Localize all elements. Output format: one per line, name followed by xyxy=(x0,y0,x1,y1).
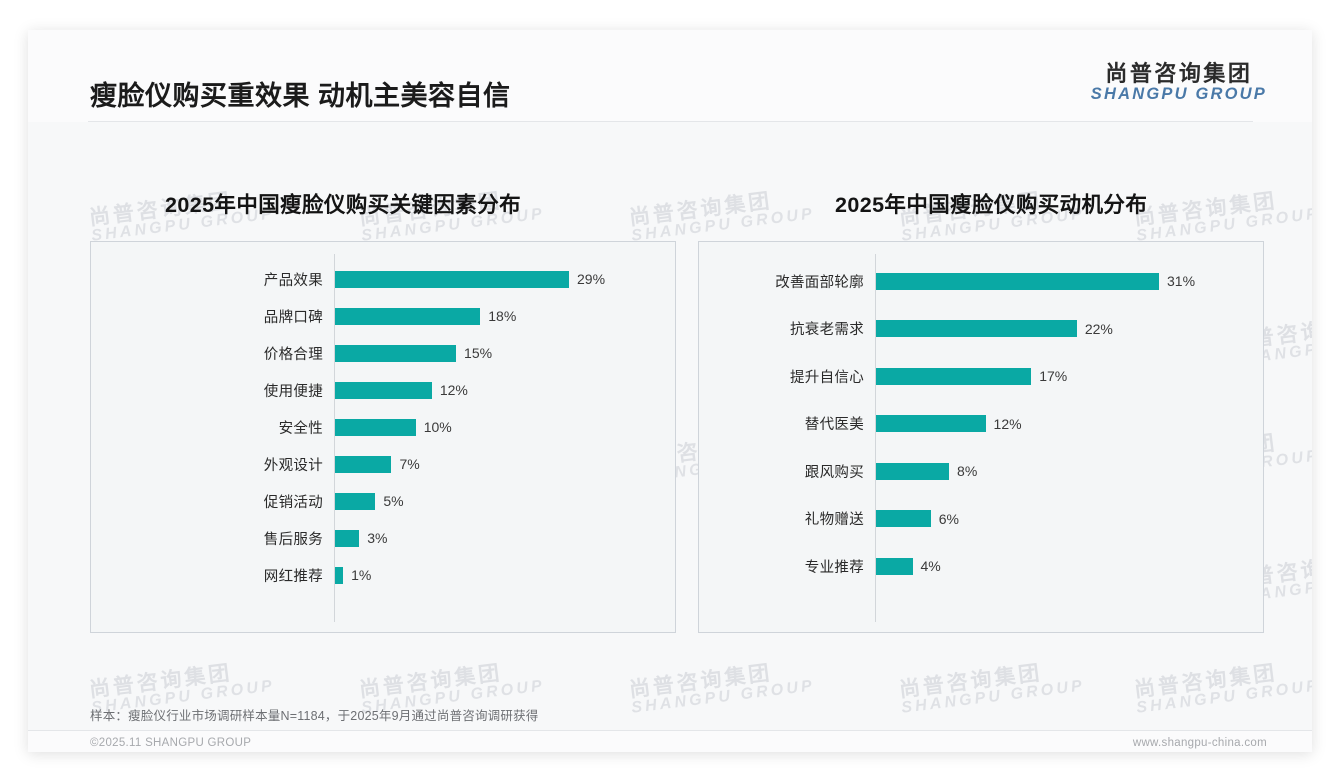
chart-title-left: 2025年中国瘦脸仪购买关键因素分布 xyxy=(165,193,522,217)
slide-body: 2025年中国瘦脸仪购买关键因素分布 产品效果 29% 品牌口碑 18% 价格合理 15%… xyxy=(28,30,1312,752)
bar-value-label: 29% xyxy=(577,271,606,287)
bar-value-label: 10% xyxy=(423,419,452,435)
bar xyxy=(335,270,570,288)
bar-category-label: 安全性 xyxy=(278,420,323,437)
slide-footer xyxy=(28,731,1312,752)
bar xyxy=(876,367,1032,385)
bar-row: 品牌口碑 18% xyxy=(91,299,675,333)
page-title: 瘦脸仪购买重效果 动机主美容自信 xyxy=(90,81,511,111)
bar-value-label: 31% xyxy=(1167,273,1196,289)
website-url: www.shangpu-china.com xyxy=(1132,737,1267,749)
y-axis-line-left xyxy=(334,254,335,622)
bar-category-label: 外观设计 xyxy=(263,457,323,474)
bar xyxy=(876,557,913,575)
chart-title-right: 2025年中国瘦脸仪购买动机分布 xyxy=(835,193,1148,217)
bar-row: 礼物赠送 6% xyxy=(699,502,1263,536)
bar xyxy=(335,529,360,547)
bar xyxy=(876,272,1160,290)
bar-category-label: 售后服务 xyxy=(263,531,323,548)
bar xyxy=(876,510,931,527)
bar-row: 使用便捷 12% xyxy=(91,373,675,407)
chart-card-left: 产品效果 29% 品牌口碑 18% 价格合理 15% 使用便捷 12% 安全性 10% 外观设计 7%… xyxy=(90,241,676,633)
bar-category-label: 跟风购买 xyxy=(804,464,864,481)
bar-row: 替代医美 12% xyxy=(699,407,1263,441)
bar xyxy=(335,418,416,436)
bar-value-label: 6% xyxy=(938,510,959,527)
bar-value-label: 5% xyxy=(383,493,404,509)
bar xyxy=(335,455,392,473)
bar-category-label: 专业推荐 xyxy=(804,559,864,576)
bar-category-label: 提升自信心 xyxy=(790,369,864,386)
bar-category-label: 产品效果 xyxy=(263,272,323,289)
bar xyxy=(335,381,432,399)
bar-row: 价格合理 15% xyxy=(91,336,675,370)
bar-row: 售后服务 3% xyxy=(91,521,675,555)
bar xyxy=(335,566,344,584)
brand-logo-en: SHANGPU GROUP xyxy=(1090,84,1267,103)
footer-divider xyxy=(28,730,1312,731)
bar-value-label: 8% xyxy=(957,463,978,479)
bar-value-label: 15% xyxy=(464,345,493,361)
bar-category-label: 替代医美 xyxy=(804,417,864,433)
header-divider xyxy=(88,121,1253,122)
y-axis-line-right xyxy=(875,254,876,622)
plot-area-right: 改善面部轮廓 31% 抗衰老需求 22% 提升自信心 17% 替代医美 12% 跟风购买 8% 礼物… xyxy=(699,242,1263,632)
bar-value-label: 12% xyxy=(993,415,1022,432)
bar-row: 改善面部轮廓 31% xyxy=(699,264,1263,298)
slide-header: 瘦脸仪购买重效果 动机主美容自信 尚普咨询集团 SHANGPU GROUP xyxy=(28,30,1312,122)
bar-category-label: 礼物赠送 xyxy=(804,512,864,528)
bar-category-label: 价格合理 xyxy=(263,346,323,363)
bar-row: 抗衰老需求 22% xyxy=(699,312,1263,346)
bar-value-label: 3% xyxy=(367,530,388,546)
bar xyxy=(876,462,950,480)
bar-category-label: 品牌口碑 xyxy=(263,309,323,326)
bar xyxy=(335,492,376,510)
bar-row: 产品效果 29% xyxy=(91,262,675,296)
bar-row: 提升自信心 17% xyxy=(699,359,1263,393)
bar-row: 安全性 10% xyxy=(91,410,675,444)
bar-value-label: 12% xyxy=(439,382,468,398)
bar-category-label: 抗衰老需求 xyxy=(790,322,864,338)
bar-value-label: 18% xyxy=(488,308,517,324)
brand-logo-cn: 尚普咨询集团 xyxy=(1105,61,1253,86)
bar-value-label: 4% xyxy=(920,558,941,574)
bar-value-label: 22% xyxy=(1084,320,1113,337)
bar xyxy=(335,307,481,325)
bar xyxy=(876,320,1077,337)
brand-logo: 尚普咨询集团 SHANGPU GROUP xyxy=(1091,62,1267,104)
bar-category-label: 使用便捷 xyxy=(263,383,323,400)
bar-value-label: 7% xyxy=(399,456,420,472)
bar xyxy=(876,415,986,432)
sample-footnote: 样本：瘦脸仪行业市场调研样本量N=1184，于2025年9月通过尚普咨询调研获得 xyxy=(90,709,539,723)
bar-row: 专业推荐 4% xyxy=(699,549,1263,583)
copyright-text: ©2025.11 SHANGPU GROUP xyxy=(90,737,252,749)
bar-category-label: 促销活动 xyxy=(263,494,323,511)
slide-canvas: 尚普咨询集团 SHANGPU GROUP 尚普咨询集团 SHANGPU GROUP 尚普… xyxy=(28,30,1312,752)
bar-category-label: 改善面部轮廓 xyxy=(775,274,864,291)
bar-row: 跟风购买 8% xyxy=(699,454,1263,488)
bar-row: 外观设计 7% xyxy=(91,447,675,481)
bar-row: 网红推荐 1% xyxy=(91,558,675,592)
chart-panel-motivations: 2025年中国瘦脸仪购买动机分布 改善面部轮廓 31% 抗衰老需求 22% 提升自信心 1… xyxy=(698,188,1264,633)
bar-category-label: 网红推荐 xyxy=(263,568,323,585)
bar xyxy=(335,344,457,362)
bar-value-label: 1% xyxy=(351,567,372,583)
chart-card-right: 改善面部轮廓 31% 抗衰老需求 22% 提升自信心 17% 替代医美 12% 跟风购买 8% 礼物… xyxy=(698,241,1264,633)
plot-area-left: 产品效果 29% 品牌口碑 18% 价格合理 15% 使用便捷 12% 安全性 10% 外观设计 7%… xyxy=(91,242,675,632)
bar-value-label: 17% xyxy=(1039,368,1068,384)
chart-panel-key-factors: 2025年中国瘦脸仪购买关键因素分布 产品效果 29% 品牌口碑 18% 价格合理 15%… xyxy=(90,188,676,633)
bar-row: 促销活动 5% xyxy=(91,484,675,518)
